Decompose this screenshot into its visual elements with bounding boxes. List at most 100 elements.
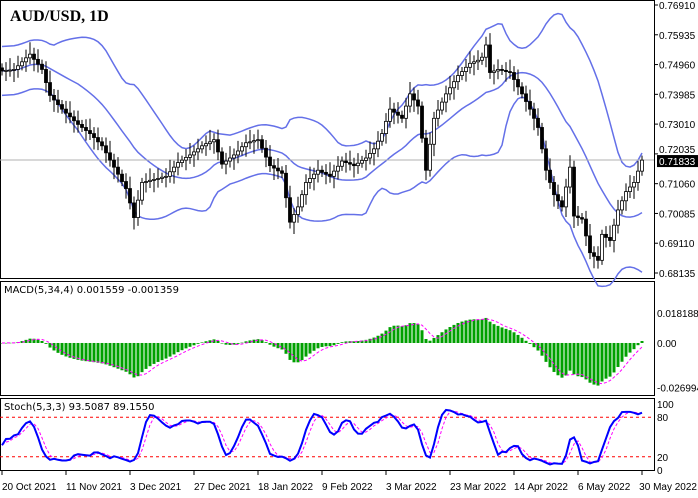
bull-candle bbox=[632, 182, 636, 188]
macd-histogram-bar bbox=[24, 339, 28, 343]
macd-histogram-bar bbox=[300, 342, 304, 361]
macd-tick-label: 0.00 bbox=[657, 339, 677, 350]
macd-histogram-bar bbox=[188, 342, 192, 347]
bull-candle bbox=[388, 108, 392, 122]
macd-histogram-bar bbox=[584, 342, 588, 380]
bull-candle bbox=[640, 159, 644, 172]
bull-candle bbox=[228, 157, 232, 162]
price-tick-label: 0.74960 bbox=[659, 61, 696, 72]
macd-histogram-bar bbox=[120, 342, 124, 371]
bull-candle bbox=[168, 171, 172, 177]
price-tick-label: 0.70085 bbox=[659, 209, 696, 220]
date-tick-label: 23 Mar 2022 bbox=[450, 482, 507, 493]
bull-candle bbox=[152, 178, 156, 181]
macd-histogram-bar bbox=[128, 342, 132, 375]
macd-histogram-bar bbox=[588, 342, 592, 383]
macd-histogram-bar bbox=[620, 342, 624, 362]
bear-candle bbox=[512, 72, 516, 80]
macd-histogram-bar bbox=[56, 342, 60, 353]
stoch-tick-label: 20 bbox=[657, 453, 669, 464]
bear-candle bbox=[40, 63, 44, 70]
macd-histogram-bar bbox=[296, 342, 300, 363]
price-tick-label: 0.76910 bbox=[659, 1, 696, 12]
bear-candle bbox=[528, 101, 532, 110]
bull-candle bbox=[8, 69, 12, 72]
macd-histogram-bar bbox=[476, 319, 480, 343]
bear-candle bbox=[288, 197, 292, 223]
macd-histogram-bar bbox=[404, 325, 408, 343]
stoch-tick-label: 80 bbox=[657, 413, 669, 424]
macd-histogram-bar bbox=[264, 342, 268, 343]
macd-histogram-bar bbox=[552, 342, 556, 372]
bear-candle bbox=[124, 181, 128, 189]
macd-histogram-bar bbox=[572, 342, 576, 375]
bull-candle bbox=[176, 162, 180, 168]
macd-histogram-bar bbox=[252, 339, 256, 343]
macd-histogram-bar bbox=[384, 330, 388, 343]
macd-histogram-bar bbox=[396, 325, 400, 343]
macd-histogram-bar bbox=[492, 324, 496, 343]
bull-candle bbox=[4, 69, 8, 72]
bear-candle bbox=[56, 99, 60, 105]
bear-candle bbox=[104, 145, 108, 154]
macd-histogram-bar bbox=[416, 324, 420, 343]
macd-histogram-bar bbox=[312, 342, 316, 351]
bear-candle bbox=[604, 233, 608, 238]
bear-candle bbox=[608, 237, 612, 241]
bear-candle bbox=[100, 141, 104, 147]
bear-candle bbox=[280, 170, 284, 174]
bull-candle bbox=[340, 160, 344, 167]
macd-histogram-bar bbox=[528, 342, 532, 344]
bear-candle bbox=[128, 188, 132, 204]
macd-histogram-bar bbox=[360, 340, 364, 343]
macd-histogram-bar bbox=[488, 321, 492, 343]
price-tick-label: 0.75935 bbox=[659, 31, 696, 42]
macd-histogram-bar bbox=[604, 342, 608, 379]
macd-histogram-bar bbox=[124, 342, 128, 372]
bear-candle bbox=[44, 69, 48, 83]
macd-histogram-bar bbox=[448, 327, 452, 343]
bull-candle bbox=[224, 160, 228, 165]
macd-histogram-bar bbox=[292, 342, 296, 363]
bull-candle bbox=[564, 186, 568, 208]
price-tick-label: 0.72035 bbox=[659, 145, 696, 156]
bear-candle bbox=[580, 217, 584, 220]
date-tick-label: 3 Mar 2022 bbox=[386, 482, 437, 493]
macd-histogram-bar bbox=[400, 326, 404, 343]
macd-histogram-bar bbox=[520, 337, 524, 343]
macd-histogram-bar bbox=[616, 342, 620, 367]
bear-candle bbox=[544, 148, 548, 171]
macd-histogram-bar bbox=[136, 342, 140, 377]
bull-candle bbox=[20, 61, 24, 67]
macd-histogram-bar bbox=[156, 342, 160, 362]
bull-candle bbox=[164, 175, 168, 178]
chart-title: AUD/USD, 1D bbox=[10, 8, 109, 25]
bear-candle bbox=[556, 194, 560, 202]
macd-histogram-bar bbox=[444, 329, 448, 343]
macd-histogram-bar bbox=[324, 342, 328, 347]
macd-histogram-bar bbox=[200, 342, 204, 343]
bear-candle bbox=[92, 133, 96, 138]
macd-histogram-bar bbox=[504, 328, 508, 343]
current-price-label: 0.71833 bbox=[659, 157, 696, 168]
bull-candle bbox=[144, 181, 148, 183]
macd-histogram-bar bbox=[216, 340, 220, 343]
macd-histogram-bar bbox=[96, 342, 100, 363]
macd-tick-label: 0.018188 bbox=[657, 309, 698, 320]
bear-candle bbox=[344, 160, 348, 163]
macd-histogram-bar bbox=[336, 342, 340, 344]
macd-histogram-bar bbox=[424, 338, 428, 343]
macd-histogram-bar bbox=[352, 341, 356, 343]
macd-histogram-bar bbox=[48, 342, 52, 348]
bear-candle bbox=[552, 182, 556, 196]
bull-candle bbox=[136, 199, 140, 218]
bull-candle bbox=[296, 206, 300, 215]
macd-histogram-bar bbox=[456, 322, 460, 343]
macd-histogram-bar bbox=[316, 342, 320, 349]
bear-candle bbox=[572, 166, 576, 217]
bear-candle bbox=[576, 215, 580, 218]
bear-candle bbox=[108, 152, 112, 161]
bull-candle bbox=[616, 209, 620, 226]
date-tick-label: 18 Jan 2022 bbox=[258, 482, 313, 493]
